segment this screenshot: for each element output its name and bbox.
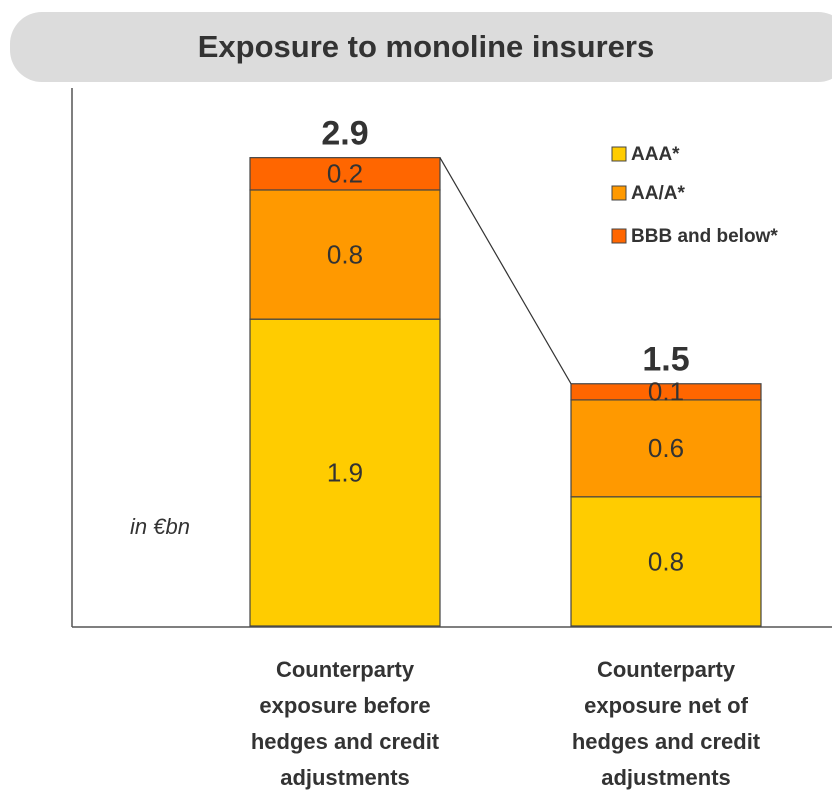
segment-label: 0.8 [327, 239, 363, 269]
x-tick-label: Counterparty exposure net of hedges and … [571, 657, 761, 790]
title-banner [10, 12, 832, 82]
legend-label: AA/A* [631, 183, 685, 204]
legend-label: AAA* [631, 144, 680, 165]
legend-swatch [611, 146, 627, 162]
bar-segment [570, 496, 762, 627]
bar-segment [249, 318, 441, 627]
total-label: 1.5 [642, 341, 689, 379]
legend-label: BBB and below* [631, 226, 778, 247]
bar-segment [249, 157, 441, 191]
x-tick-label: Counterparty exposure before hedges and … [250, 657, 440, 790]
segment-label: 1.9 [327, 457, 363, 487]
chart-title: Exposure to monoline insurers [198, 29, 654, 64]
segment-label: 0.6 [648, 433, 684, 463]
bar-segment [570, 383, 762, 401]
bar-segment [249, 189, 441, 320]
legend-swatch [611, 185, 627, 201]
bar-segment [570, 399, 762, 498]
segment-label: 0.8 [648, 546, 684, 576]
total-label: 2.9 [321, 115, 368, 153]
segment-label: 0.1 [648, 377, 684, 407]
connector [439, 157, 572, 385]
legend-swatch [611, 228, 627, 244]
unit-label: in €bn [130, 514, 190, 539]
segment-label: 0.2 [327, 159, 363, 189]
